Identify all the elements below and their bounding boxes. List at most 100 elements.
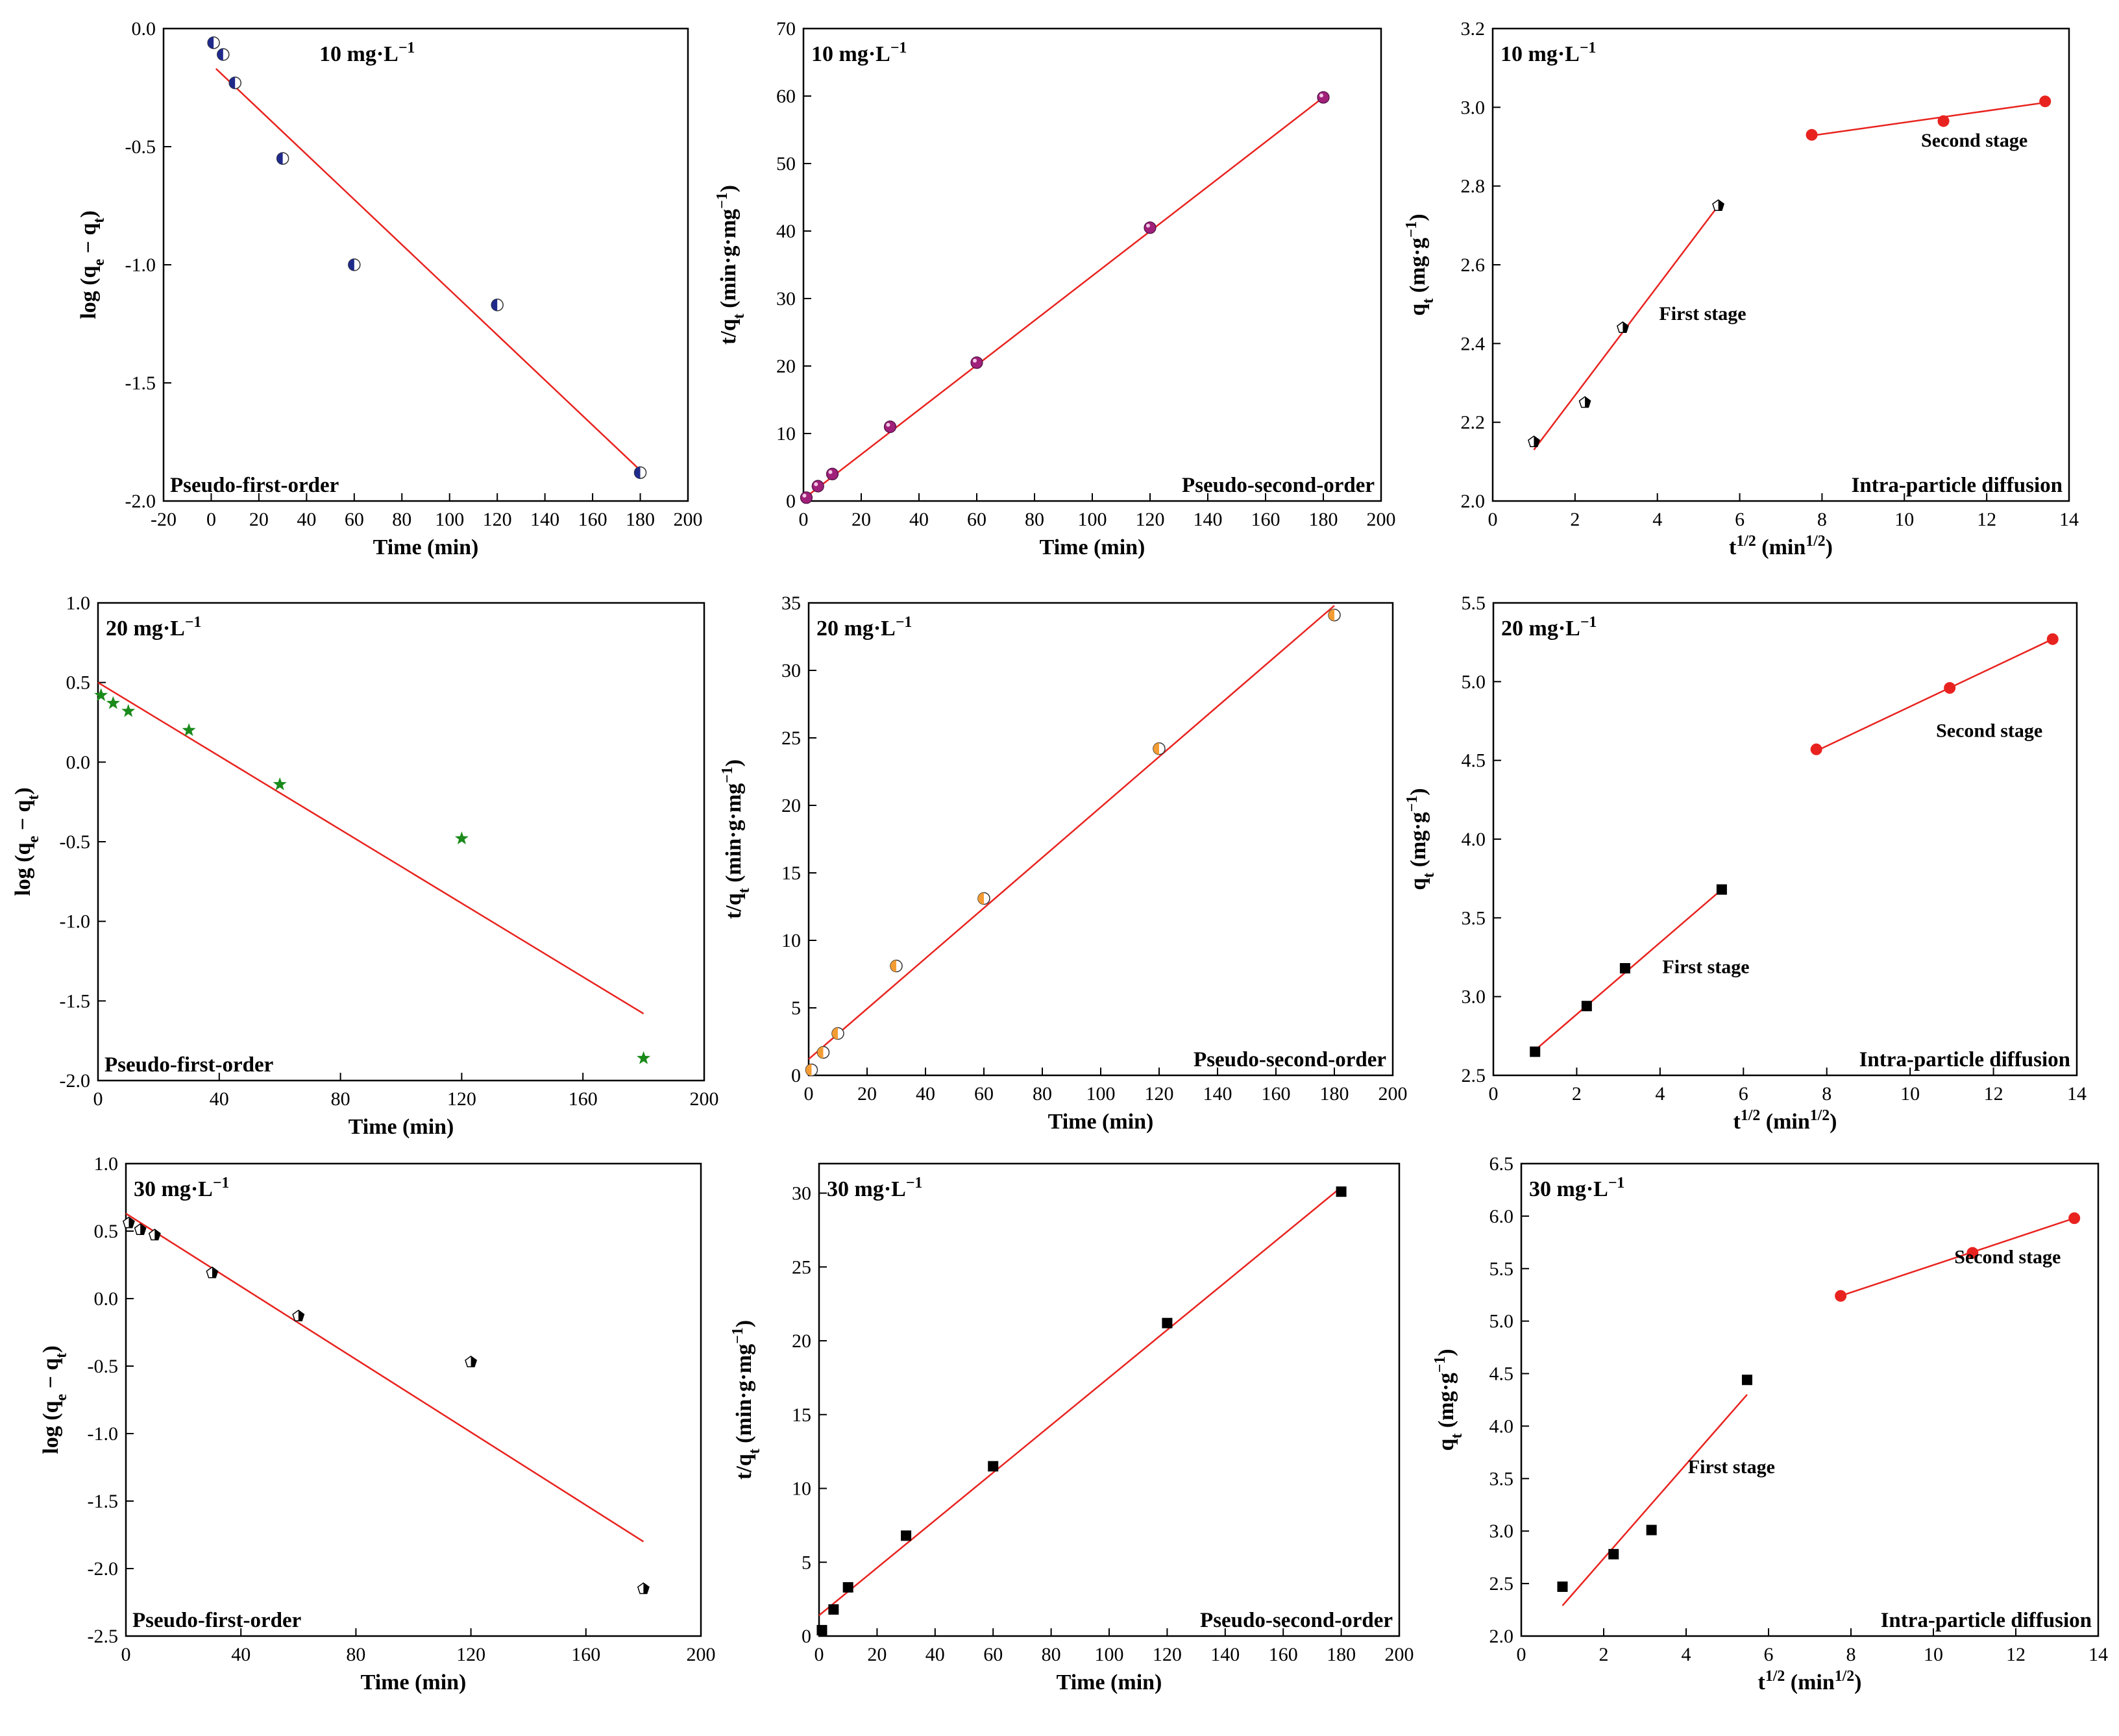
y-tick-label: 2.4 <box>1461 333 1486 354</box>
concentration-label: 20 mg·L−1 <box>1501 614 1597 641</box>
y-tick-label: 0.5 <box>66 672 91 694</box>
x-tick-label: 80 <box>1042 1644 1061 1665</box>
y-tick-label: -1.0 <box>60 911 91 933</box>
y-tick-label: -1.0 <box>88 1423 119 1445</box>
y-tick-label: 2.0 <box>1461 491 1486 512</box>
x-tick-label: 2 <box>1572 1083 1582 1105</box>
x-tick-label: 40 <box>231 1644 251 1665</box>
y-tick-label: 5.5 <box>1462 593 1486 614</box>
x-tick-label: 200 <box>674 509 703 530</box>
stage-label: Second stage <box>1921 130 2027 151</box>
x-tick-label: 100 <box>1095 1644 1124 1665</box>
data-point <box>1741 1375 1752 1386</box>
x-tick-label: 40 <box>909 509 929 530</box>
data-point <box>182 723 196 737</box>
data-point <box>828 1604 839 1615</box>
y-tick-label: 20 <box>776 356 796 377</box>
y-tick-label: 3.0 <box>1489 1521 1514 1542</box>
plot-frame <box>1520 1162 2100 1637</box>
data-point <box>637 1582 650 1595</box>
x-tick-label: 180 <box>1327 1644 1356 1665</box>
x-tick-label: 80 <box>331 1088 350 1110</box>
data-point <box>831 1027 844 1040</box>
y-tick-label: 25 <box>792 1256 811 1278</box>
y-tick-label: -2.0 <box>125 491 156 512</box>
y-tick-label: 15 <box>792 1404 811 1426</box>
data-point <box>292 1310 305 1322</box>
stage-label: Second stage <box>1954 1247 2061 1268</box>
x-tick-label: 0 <box>804 1083 814 1105</box>
x-tick-label: 0 <box>799 509 809 530</box>
y-tick-label: 10 <box>781 930 801 951</box>
x-tick-label: 200 <box>687 1644 716 1665</box>
data-point <box>826 467 839 481</box>
y-tick-label: 6.0 <box>1489 1206 1514 1227</box>
data-point <box>800 491 813 504</box>
x-tick-label: 180 <box>626 509 655 530</box>
y-tick-label: -0.5 <box>88 1356 119 1377</box>
model-label: Pseudo-first-order <box>132 1609 301 1632</box>
y-tick-label: 1.0 <box>66 593 91 614</box>
y-tick-label: 2.5 <box>1489 1573 1514 1595</box>
y-tick-label: 10 <box>776 423 796 445</box>
x-axis-label: Time (min) <box>1057 1670 1162 1694</box>
data-point <box>2068 1212 2081 1225</box>
model-label: Intra-particle diffusion <box>1881 1609 2092 1632</box>
y-axis-label: qt (mg·g−1) <box>1404 788 1438 890</box>
data-point <box>1617 321 1629 334</box>
data-point <box>1810 743 1822 755</box>
fit-line <box>97 681 644 1015</box>
y-tick-label: 60 <box>776 86 796 107</box>
x-tick-label: 8 <box>1822 1083 1831 1105</box>
x-tick-label: 160 <box>569 1088 598 1110</box>
x-tick-label: 12 <box>1984 1083 2003 1105</box>
data-point <box>123 1216 135 1229</box>
x-tick-label: 140 <box>1194 509 1223 530</box>
data-point <box>1646 1524 1657 1535</box>
x-tick-label: -20 <box>151 509 177 530</box>
y-tick-label: 2.2 <box>1461 412 1486 434</box>
panel-7: 0 40 80 120 160 200 -2.5 -2.0 -1.5 -1.0 -0.5 0.0 0.5… <box>39 1153 716 1694</box>
x-tick-label: 80 <box>1025 509 1044 530</box>
x-tick-label: 0 <box>121 1644 131 1665</box>
y-tick-label: -1.5 <box>125 373 156 394</box>
data-point <box>1806 128 1818 141</box>
y-tick-label: 5.5 <box>1489 1258 1514 1280</box>
y-tick-label: 4.0 <box>1462 829 1486 850</box>
x-tick-label: 0 <box>1489 1083 1499 1105</box>
data-point <box>988 1461 999 1472</box>
y-tick-label: 2.8 <box>1461 176 1486 197</box>
data-point <box>207 36 220 49</box>
x-tick-label: 0 <box>1488 509 1498 530</box>
data-point <box>816 1045 830 1059</box>
x-tick-label: 14 <box>2088 1644 2108 1665</box>
x-tick-label: 10 <box>1924 1644 1943 1665</box>
x-tick-label: 40 <box>297 509 316 530</box>
data-point <box>1578 396 1591 408</box>
y-tick-label: 30 <box>781 660 801 681</box>
panel-1: -20 0 20 40 60 80 100 120 140 160 180 200 -2.0 -1.5 -1… <box>77 18 703 559</box>
x-tick-label: 20 <box>857 1083 877 1105</box>
y-axis-label: log (qe − qt) <box>11 787 42 896</box>
y-tick-label: 50 <box>776 153 796 175</box>
y-tick-label: -0.5 <box>60 831 91 853</box>
x-tick-label: 10 <box>1894 509 1914 530</box>
y-tick-label: 2.6 <box>1461 254 1486 276</box>
y-tick-label: 3.5 <box>1462 907 1486 929</box>
y-tick-label: 5.0 <box>1462 671 1486 692</box>
x-tick-label: 160 <box>1251 509 1280 530</box>
y-tick-label: 0.0 <box>66 752 91 773</box>
data-point <box>1716 884 1727 895</box>
data-point <box>633 466 647 480</box>
data-point <box>1528 435 1540 448</box>
concentration-label: 20 mg·L−1 <box>816 614 912 641</box>
y-tick-label: 5.0 <box>1489 1311 1514 1332</box>
x-tick-label: 12 <box>1977 509 1996 530</box>
concentration-label: 10 mg·L−1 <box>1500 40 1596 66</box>
fit-line <box>1840 1217 2075 1297</box>
x-tick-label: 20 <box>867 1644 887 1665</box>
x-axis-label: t1/2 (min1/2) <box>1733 1107 1837 1134</box>
panel-3: 0 2 4 6 8 10 12 14 2.0 2.2 2.4 2.6 2.8 3.0 3.2 t1/2 (mi… <box>1403 18 2079 559</box>
data-point <box>1144 221 1157 234</box>
